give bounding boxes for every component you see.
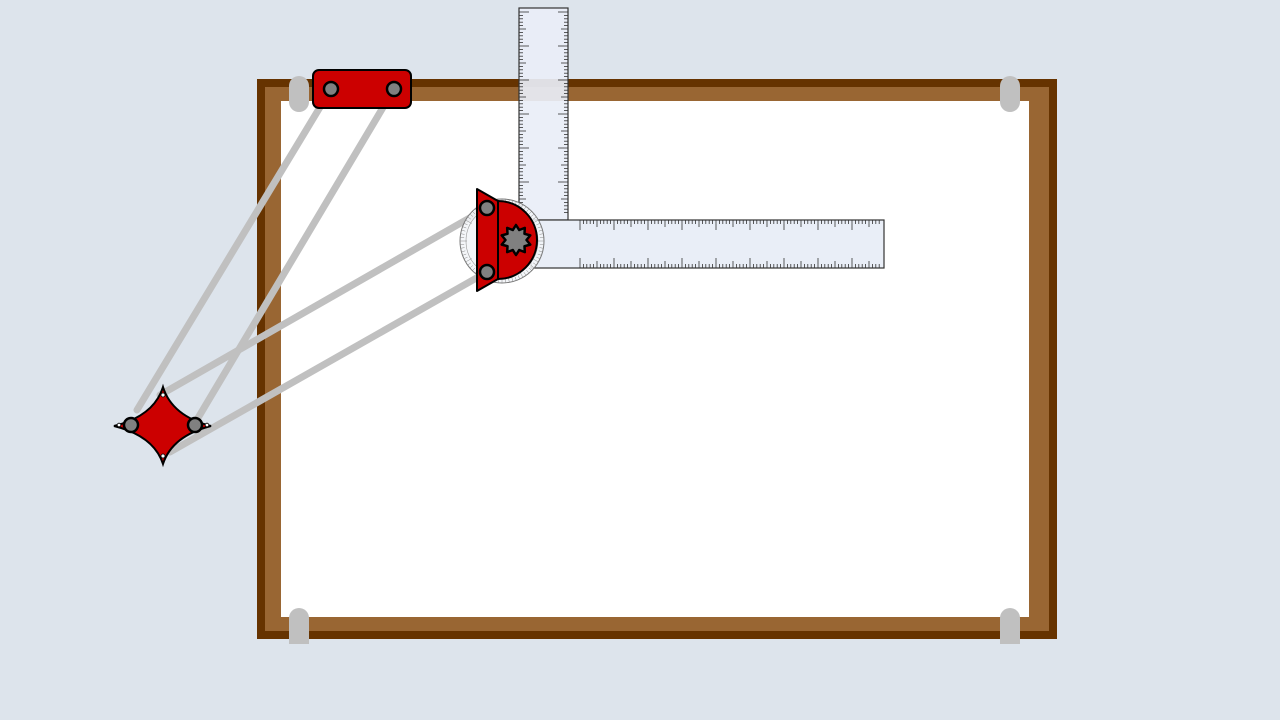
protractor-tick [539, 233, 544, 235]
protractor-tick [536, 256, 541, 259]
protractor-tick [532, 258, 539, 263]
drawing-paper[interactable] [281, 101, 1029, 617]
protractor-tick [526, 208, 530, 213]
clip-top-right [1000, 76, 1020, 112]
head-pivot-top [478, 199, 496, 217]
protractor-tick [465, 219, 472, 224]
protractor-tick [508, 278, 510, 283]
locking-knob-icon[interactable] [500, 223, 532, 257]
horizontal-ruler-ticks [579, 220, 880, 268]
protractor-tick [465, 258, 472, 263]
protractor-tick [462, 226, 467, 229]
protractor-tick [461, 229, 466, 232]
protractor-tick [532, 216, 537, 220]
protractor-tick [467, 262, 472, 266]
paper-clips [289, 76, 1020, 644]
protractor-tick [517, 275, 520, 280]
vertical-ruler[interactable] [518, 7, 569, 221]
head-pivot-bottom [478, 263, 496, 281]
horizontal-ruler[interactable] [530, 219, 885, 269]
protractor-tick [463, 256, 468, 259]
protractor-tick [532, 262, 537, 266]
anchor-clamp-icon[interactable] [312, 69, 412, 109]
elbow-rivet-right [204, 422, 210, 428]
upper-arm-left-bar[interactable] [133, 85, 335, 414]
protractor-tick [514, 276, 517, 281]
lower-arm-top-bar[interactable] [156, 204, 491, 399]
clip-bottom-right [1000, 608, 1020, 644]
protractor-tick [530, 213, 535, 217]
protractor-tick [472, 267, 476, 271]
protractor-tick [462, 253, 467, 256]
protractor-head-icon[interactable] [459, 188, 545, 292]
protractor-tick [528, 267, 532, 271]
protractor-tick [469, 213, 474, 217]
anchor-pivot-right [385, 80, 403, 98]
protractor-tick [523, 206, 527, 211]
protractor-tick [528, 211, 532, 215]
protractor-tick [511, 277, 514, 282]
parallel-arms [133, 85, 491, 456]
elbow-joint-icon[interactable] [113, 383, 212, 468]
protractor-tick [460, 233, 465, 235]
protractor-tick [461, 250, 466, 253]
anchor-pivot-left [322, 80, 340, 98]
protractor-tick [537, 253, 542, 256]
upper-arm-right-bar[interactable] [191, 85, 398, 427]
elbow-rivet-left [116, 422, 122, 428]
clip-bottom-left [289, 608, 309, 644]
protractor-tick [469, 265, 474, 269]
protractor-tick [536, 223, 541, 226]
protractor-tick [463, 223, 468, 226]
horizontal-ruler-body[interactable] [530, 219, 885, 269]
protractor-tick [523, 271, 527, 276]
protractor-tick [472, 211, 476, 215]
drawing-board [257, 79, 1057, 639]
lower-arm-bottom-bar[interactable] [166, 268, 491, 456]
vertical-ruler-ticks [519, 11, 568, 214]
protractor-tick [537, 226, 542, 229]
anchor-clamp-body[interactable] [312, 69, 412, 109]
clip-top-left [289, 76, 309, 112]
protractor-tick [526, 269, 530, 274]
elbow-rivet-bottom [160, 453, 166, 459]
protractor-tick [539, 247, 544, 249]
protractor-tick [530, 265, 535, 269]
protractor-tick [460, 247, 465, 249]
protractor-tick [467, 216, 472, 220]
elbow-rivet-top [160, 392, 166, 398]
protractor-tick [538, 250, 543, 253]
elbow-pivot-left [122, 416, 140, 434]
elbow-pivot-right [186, 416, 204, 434]
protractor-tick [538, 229, 543, 232]
